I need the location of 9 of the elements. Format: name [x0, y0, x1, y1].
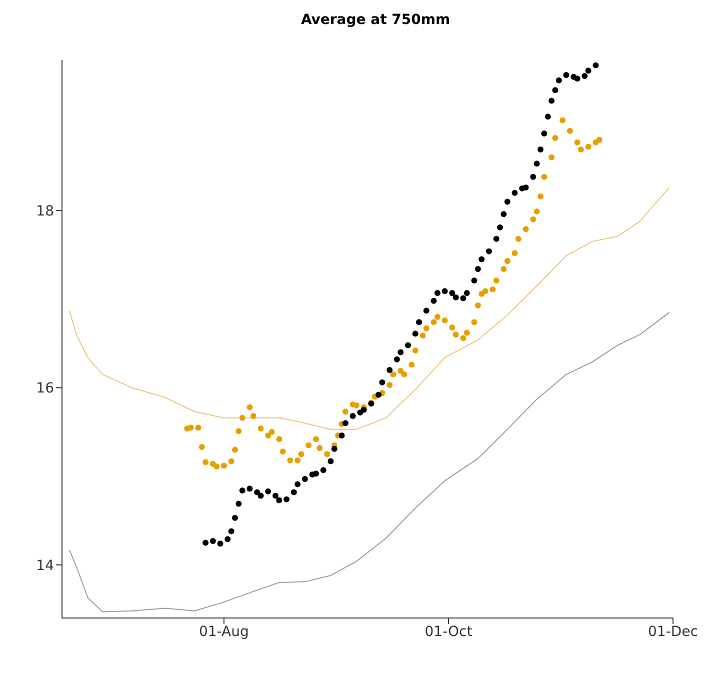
y-tick-label: 18 [36, 204, 54, 220]
chart-title: Average at 750mm [300, 11, 452, 30]
y-tick-label: 14 [36, 558, 54, 574]
x-tick-label: 01-Oct [424, 624, 473, 640]
y-tick-label: 16 [36, 380, 54, 397]
x-tick-label: 01-Aug [199, 624, 249, 640]
line-series [68, 187, 670, 430]
x-tick-label: 01-Dec [648, 624, 698, 640]
line-series [68, 312, 670, 612]
